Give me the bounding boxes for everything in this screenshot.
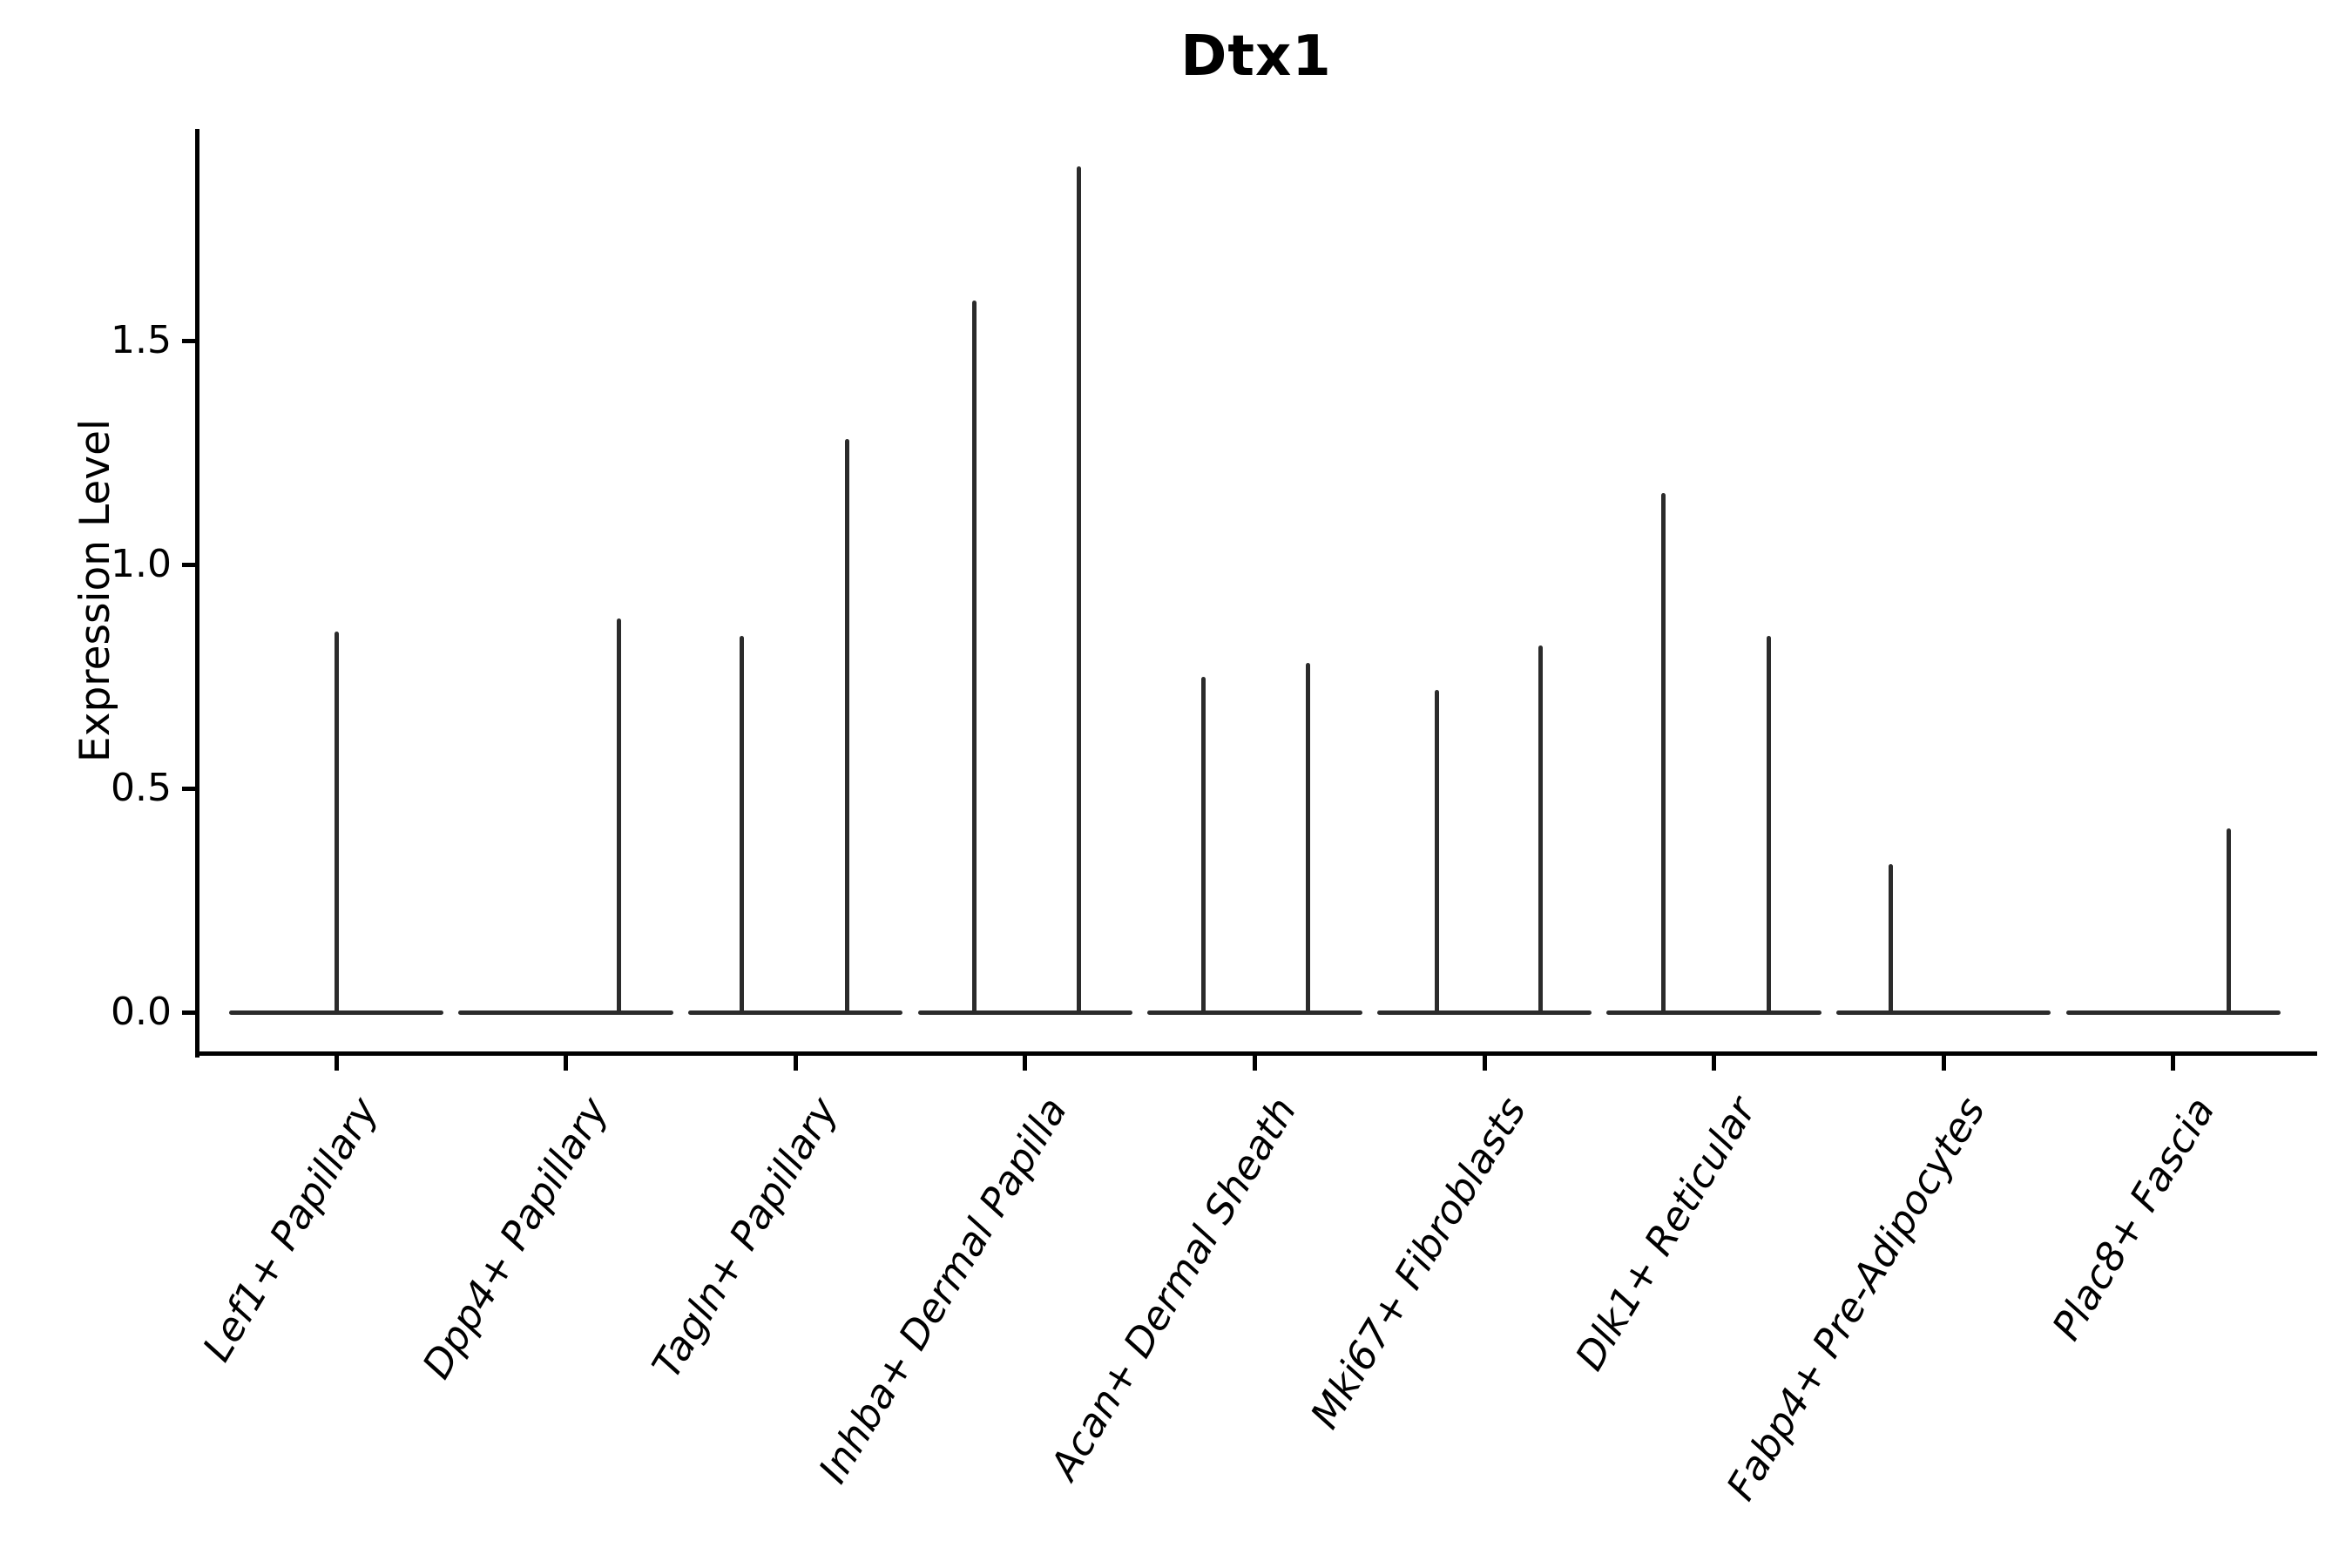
x-tick-label: Dpp4+ Papillary xyxy=(413,1089,617,1387)
x-tick-label: Acan+ Dermal Sheath xyxy=(1041,1089,1306,1488)
x-tick-mark xyxy=(2171,1056,2176,1071)
x-tick-mark xyxy=(793,1056,798,1071)
violin-density-spike xyxy=(1200,676,1206,1015)
x-tick-mark xyxy=(1712,1056,1717,1071)
violin-density-spike xyxy=(1435,689,1440,1015)
violin-baseline xyxy=(917,1010,1133,1015)
y-tick-label: 1.0 xyxy=(111,542,172,586)
violin-baseline xyxy=(1147,1010,1362,1015)
y-tick-label: 0.5 xyxy=(111,766,172,810)
x-tick-label: Fabp4+ Pre-Adipocytes xyxy=(1717,1089,1995,1509)
violin-density-spike xyxy=(1077,166,1082,1015)
violin-baseline xyxy=(687,1010,903,1015)
violin-baseline xyxy=(1376,1010,1592,1015)
x-tick-mark xyxy=(1482,1056,1487,1071)
x-tick-mark xyxy=(1941,1056,1946,1071)
x-tick-label: Mki67+ Fibroblasts xyxy=(1301,1089,1536,1436)
y-axis-label: Expression Level xyxy=(71,418,119,763)
violin-baseline xyxy=(458,1010,673,1015)
violin-density-spike xyxy=(845,439,849,1015)
violin-density-spike xyxy=(1661,492,1666,1015)
violin-density-spike xyxy=(1538,645,1544,1015)
x-tick-label: Dlk1+ Reticular xyxy=(1565,1089,1765,1378)
violin-baseline xyxy=(1606,1010,1821,1015)
violin-density-spike xyxy=(1767,636,1772,1015)
x-tick-label: Tagln+ Papillary xyxy=(642,1089,847,1387)
x-tick-mark xyxy=(334,1056,339,1071)
violin-density-spike xyxy=(1889,864,1894,1015)
violin-baseline xyxy=(2065,1010,2281,1015)
x-tick-label: Inhba+ Dermal Papilla xyxy=(809,1089,1077,1491)
x-tick-label: Lef1+ Papillary xyxy=(193,1089,388,1369)
x-tick-label: Plac8+ Fascia xyxy=(2043,1089,2225,1348)
violin-density-spike xyxy=(1305,663,1310,1015)
violin-density-spike xyxy=(334,632,339,1015)
y-tick-mark xyxy=(182,562,198,567)
y-tick-label: 1.5 xyxy=(111,318,172,362)
violin-density-spike xyxy=(2226,828,2231,1015)
violin-density-spike xyxy=(972,300,977,1015)
x-tick-mark xyxy=(1252,1056,1257,1071)
x-tick-mark xyxy=(564,1056,569,1071)
violin-density-spike xyxy=(739,636,744,1015)
x-axis-spine xyxy=(195,1051,2317,1056)
y-tick-label: 0.0 xyxy=(111,990,172,1034)
y-tick-mark xyxy=(182,338,198,343)
chart-title: Dtx1 xyxy=(1180,24,1332,89)
x-tick-mark xyxy=(1023,1056,1028,1071)
y-tick-mark xyxy=(182,1010,198,1015)
violin-density-spike xyxy=(616,618,621,1015)
y-tick-mark xyxy=(182,786,198,791)
violin-baseline xyxy=(1835,1010,2051,1015)
y-axis-spine xyxy=(195,129,199,1058)
